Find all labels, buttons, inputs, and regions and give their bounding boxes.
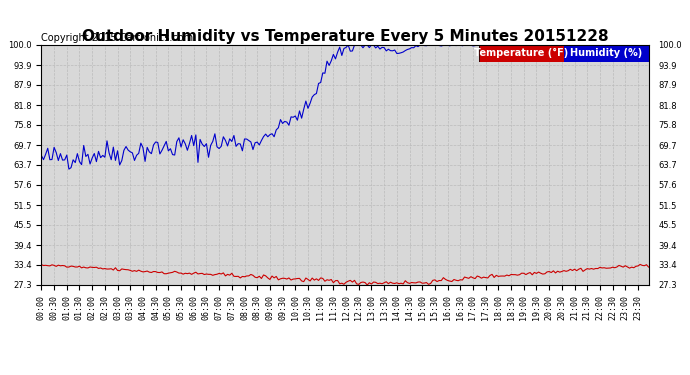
Text: Copyright 2015 Cartronics.com: Copyright 2015 Cartronics.com	[41, 33, 193, 43]
Title: Outdoor Humidity vs Temperature Every 5 Minutes 20151228: Outdoor Humidity vs Temperature Every 5 …	[81, 29, 609, 44]
